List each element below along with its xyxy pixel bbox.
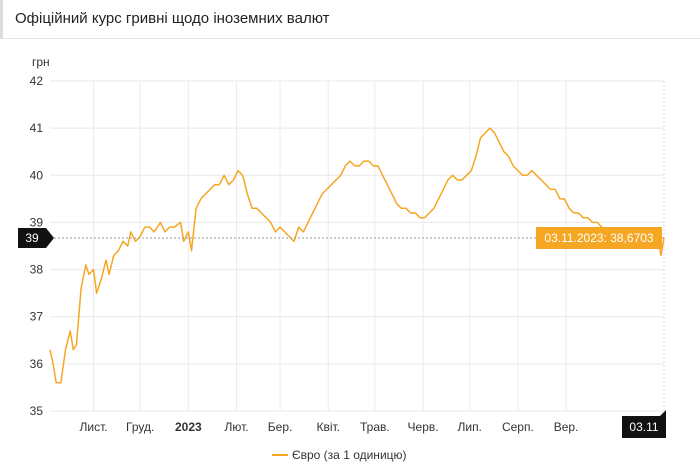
x-tick-label: Лют. (224, 420, 248, 434)
legend[interactable]: Євро (за 1 одиницю) (272, 448, 407, 462)
x-tick-label: Лип. (457, 420, 481, 434)
x-tick-label: Трав. (360, 420, 390, 434)
tooltip-box (536, 226, 662, 249)
y-tick-label: 40 (30, 168, 44, 182)
crosshair-x-badge: 03.11 (622, 410, 666, 438)
chart-header: Офіційний курс гривні щодо іноземних вал… (0, 0, 700, 39)
x-tick-label: Квіт. (316, 420, 340, 434)
y-tick-label: 37 (30, 310, 44, 324)
x-tick-label: Лист. (79, 420, 107, 434)
y-tick-label: 38 (30, 263, 44, 277)
crosshair-x-badge-shape (622, 410, 666, 438)
y-tick-label: 36 (30, 357, 44, 371)
x-tick-label: 2023 (175, 420, 202, 434)
y-tick-label: 39 (30, 215, 44, 229)
series-line-euro[interactable] (49, 127, 665, 384)
page-title: Офіційний курс гривні щодо іноземних вал… (15, 10, 330, 27)
legend-label[interactable]: Євро (за 1 одиницю) (292, 448, 407, 462)
x-tick-label: Бер. (268, 420, 293, 434)
y-axis-ticks: 35 36 37 38 39 40 41 42 (30, 74, 44, 418)
y-tick-label: 41 (30, 121, 44, 135)
tooltip-text: 03.11.2023: 38,6703 (544, 231, 654, 245)
x-tick-label: Груд. (126, 420, 154, 434)
crosshair-y-badge: 39 (18, 227, 54, 248)
x-axis-ticks: Лист. Груд. 2023 Лют. Бер. Квіт. Трав. Черв. Лип… (79, 420, 578, 434)
crosshair-y-badge-shape (18, 227, 54, 248)
crosshair-x-value: 03.11 (629, 420, 658, 434)
y-axis-label: грн (32, 55, 50, 69)
x-tick-label: Серп. (502, 420, 534, 434)
y-tick-label: 42 (30, 74, 44, 88)
crosshair-y-value: 39 (25, 231, 39, 245)
x-tick-label: Вер. (554, 420, 579, 434)
x-tick-label: Черв. (408, 420, 439, 434)
tooltip: 03.11.2023: 38,6703 (536, 226, 662, 249)
grid-lines (50, 80, 665, 412)
y-tick-label: 35 (30, 404, 44, 418)
